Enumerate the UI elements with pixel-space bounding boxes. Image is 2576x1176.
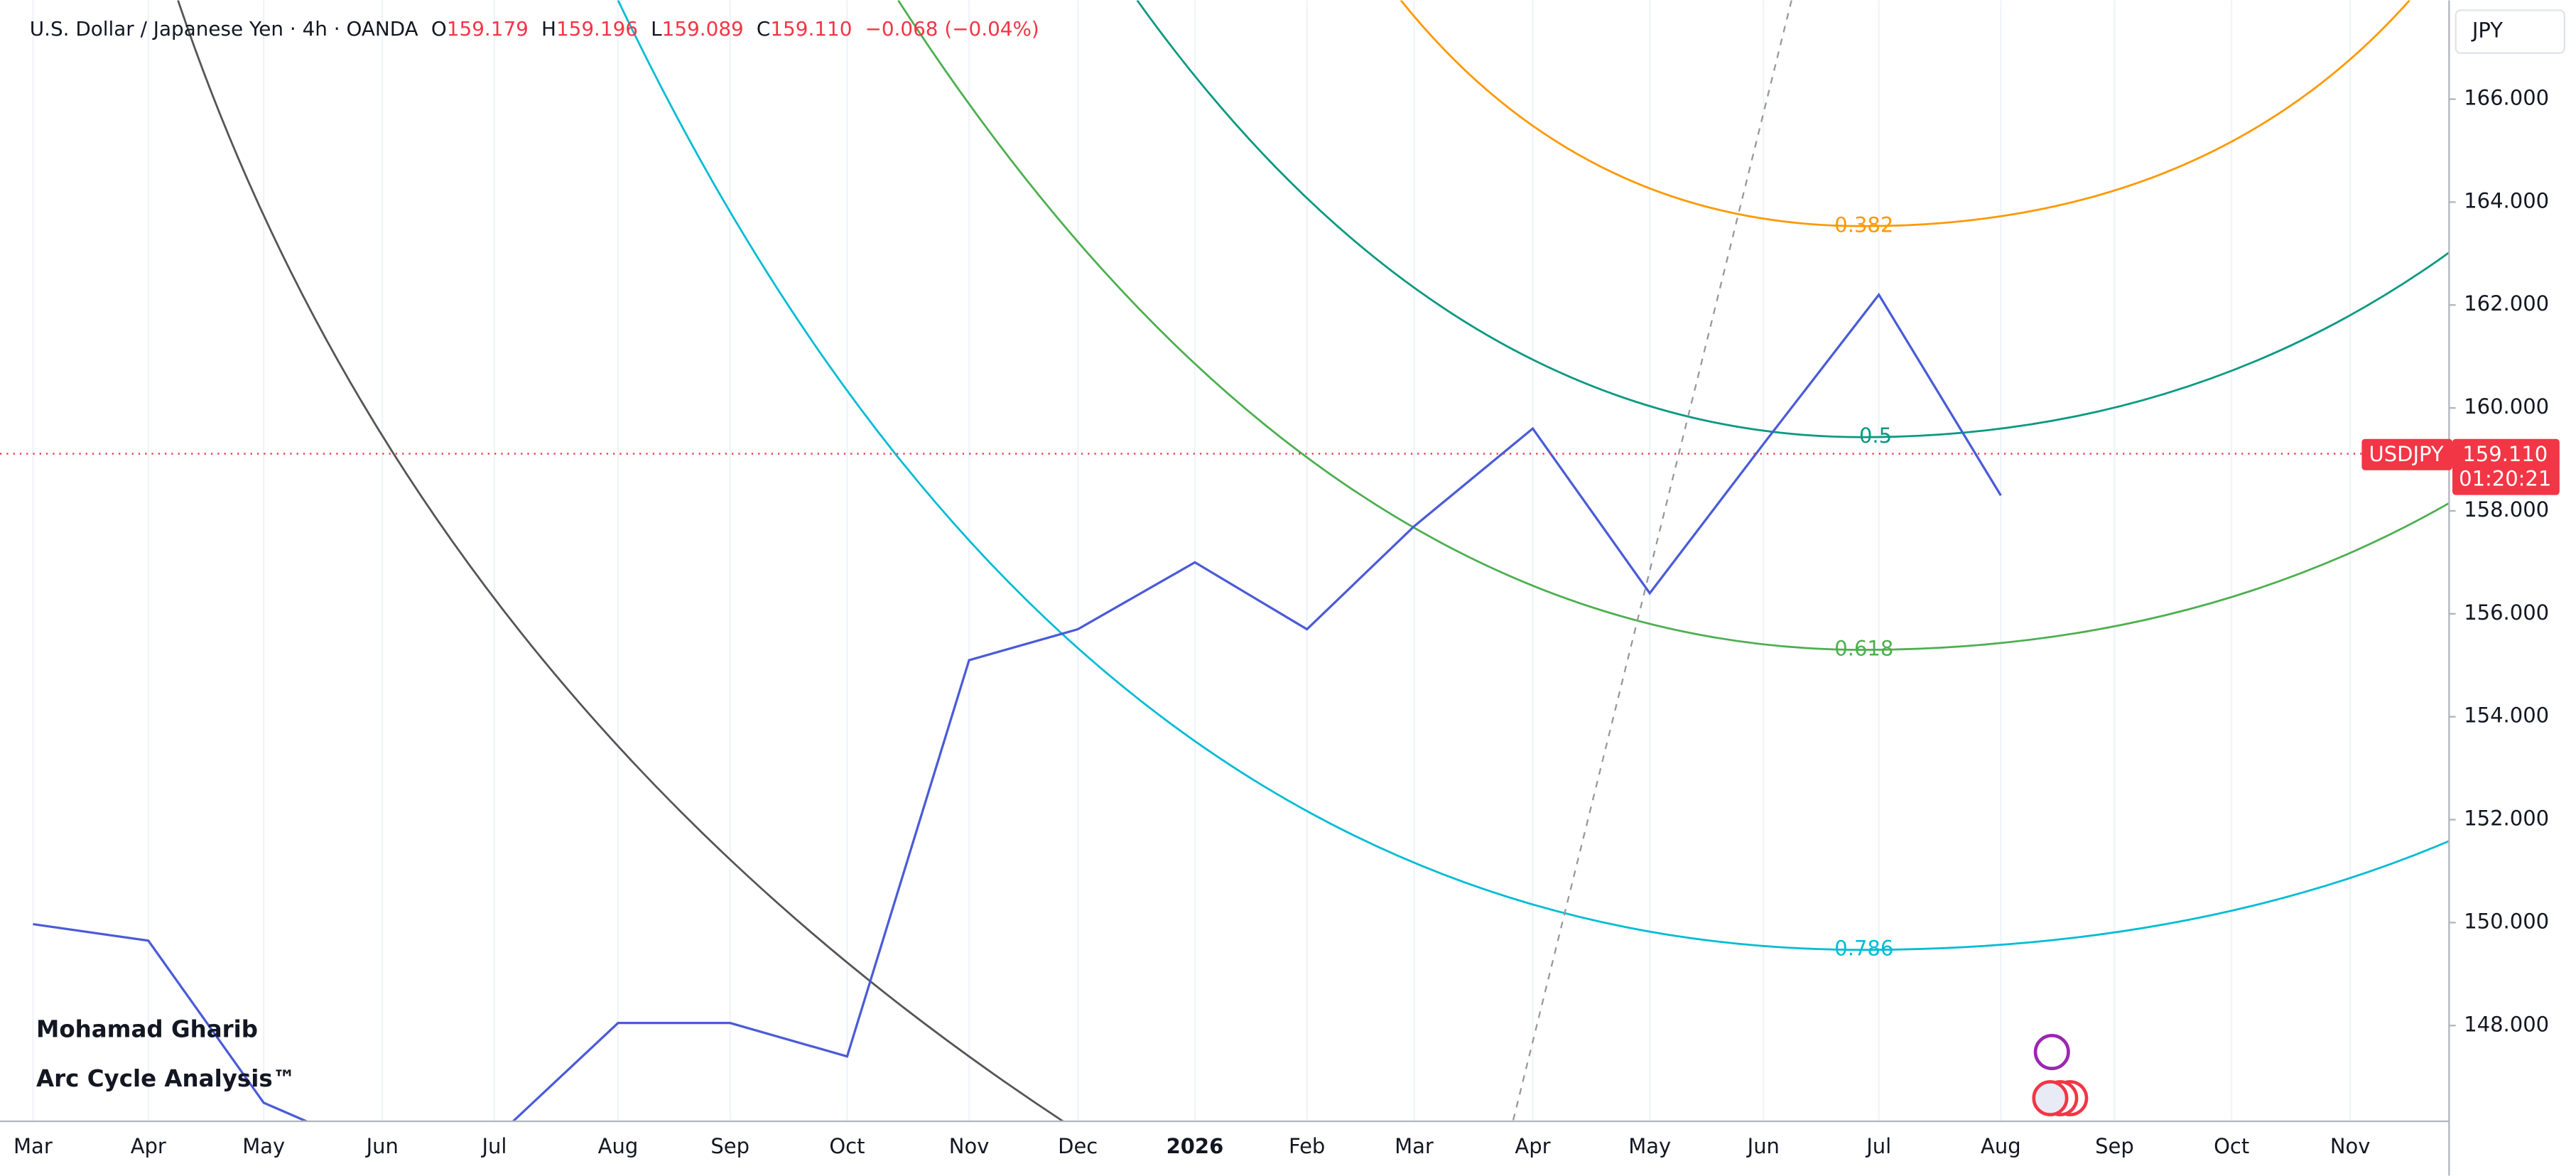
grid: [32, 0, 2352, 1121]
arc-0786: [617, 0, 2450, 951]
arc-label: 0.618: [1834, 636, 1893, 660]
price-line: [33, 292, 2002, 1121]
price-tag: USDJPY 159.110 01:20:21: [2361, 438, 2560, 495]
x-tick-label: Oct: [829, 1134, 865, 1158]
ohlc-value: 159.110: [770, 17, 852, 41]
change: −0.068 (−0.04%): [865, 17, 1039, 41]
arc-0618: [897, 0, 2450, 651]
currency-box[interactable]: [2455, 9, 2565, 54]
arc-05: [1136, 0, 2450, 438]
y-tick-label: 152.000: [2464, 807, 2549, 831]
x-tick-label: Apr: [131, 1134, 166, 1158]
x-tick-label: Oct: [2214, 1134, 2249, 1158]
ohlc-value: 159.089: [662, 17, 744, 41]
event-icon[interactable]: [2033, 1034, 2070, 1071]
x-tick-label: Jun: [1746, 1134, 1780, 1158]
x-tick-label: Nov: [2330, 1134, 2371, 1158]
x-tick-label: Jul: [480, 1134, 507, 1158]
symbol: U.S. Dollar / Japanese Yen · 4h · OANDA: [30, 17, 418, 41]
x-tick-label: Feb: [1289, 1134, 1325, 1158]
axes: 148.000 150.000 152.000 154.000 156.000 158.0…: [13, 86, 2549, 1159]
ohlc-value: 159.179: [447, 17, 529, 41]
x-tick-label: Jun: [365, 1134, 399, 1158]
arc-label: 0.5: [1859, 424, 1892, 448]
x-tick-label: Sep: [710, 1134, 749, 1158]
x-tick-label: Aug: [598, 1134, 639, 1158]
ohlc-key: L: [651, 17, 662, 41]
event-icon[interactable]: [2032, 1079, 2069, 1117]
x-tick-label: Jul: [1865, 1134, 1891, 1158]
ticker-box: [2361, 438, 2453, 470]
x-tick-label: Nov: [949, 1134, 990, 1158]
arc-label: 0.786: [1834, 937, 1893, 961]
currency: JPY: [2471, 18, 2503, 43]
x-tick-label: Mar: [1395, 1134, 1434, 1158]
y-tick-label: 156.000: [2464, 600, 2549, 625]
x-tick-label: Apr: [1515, 1134, 1550, 1158]
y-tick-label: 162.000: [2464, 291, 2549, 315]
countdown: 01:20:21: [2459, 467, 2551, 491]
x-tick-label: May: [242, 1134, 285, 1158]
x-tick-label: Dec: [1058, 1134, 1098, 1158]
y-tick-label: 164.000: [2464, 188, 2549, 212]
price-box: [2452, 438, 2560, 495]
ohlc-key: H: [541, 17, 556, 41]
y-tick-label: 148.000: [2464, 1012, 2549, 1036]
ohlc-key: O: [431, 17, 447, 41]
arc-label: 0.382: [1834, 212, 1893, 237]
x-tick-label: 2026: [1167, 1134, 1224, 1158]
price-series: [0, 292, 2450, 1121]
x-tick-label: Mar: [13, 1134, 53, 1158]
last-price: 159.110: [2462, 442, 2548, 466]
x-tick-label: Aug: [1981, 1134, 2021, 1158]
y-tick-label: 154.000: [2464, 703, 2549, 728]
watermark: Mohamad Gharib: [36, 1015, 258, 1042]
ticker: USDJPY: [2369, 442, 2444, 466]
x-tick-label: Sep: [2095, 1134, 2134, 1158]
watermark: Arc Cycle Analysis™: [36, 1065, 296, 1092]
y-tick-label: 166.000: [2464, 86, 2549, 110]
ohlc-key: C: [757, 17, 770, 41]
y-tick-label: 158.000: [2464, 497, 2549, 522]
arc-0382: [1400, 0, 2410, 227]
fib-arcs: [177, 0, 2450, 1121]
y-tick-label: 160.000: [2464, 394, 2549, 419]
arc-outer: [177, 0, 1064, 1121]
ohlc-value: 159.196: [556, 17, 638, 41]
legend-header: U.S. Dollar / Japanese Yen · 4h · OANDA …: [30, 17, 1039, 41]
y-tick-label: 150.000: [2464, 909, 2549, 933]
x-tick-label: May: [1628, 1134, 1671, 1158]
